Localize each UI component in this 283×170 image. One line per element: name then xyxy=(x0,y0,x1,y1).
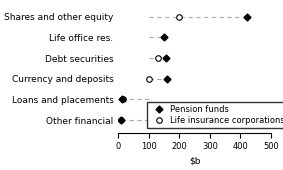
X-axis label: $b: $b xyxy=(189,157,200,166)
Legend: Pension funds, Life insurance corporations: Pension funds, Life insurance corporatio… xyxy=(147,102,283,128)
